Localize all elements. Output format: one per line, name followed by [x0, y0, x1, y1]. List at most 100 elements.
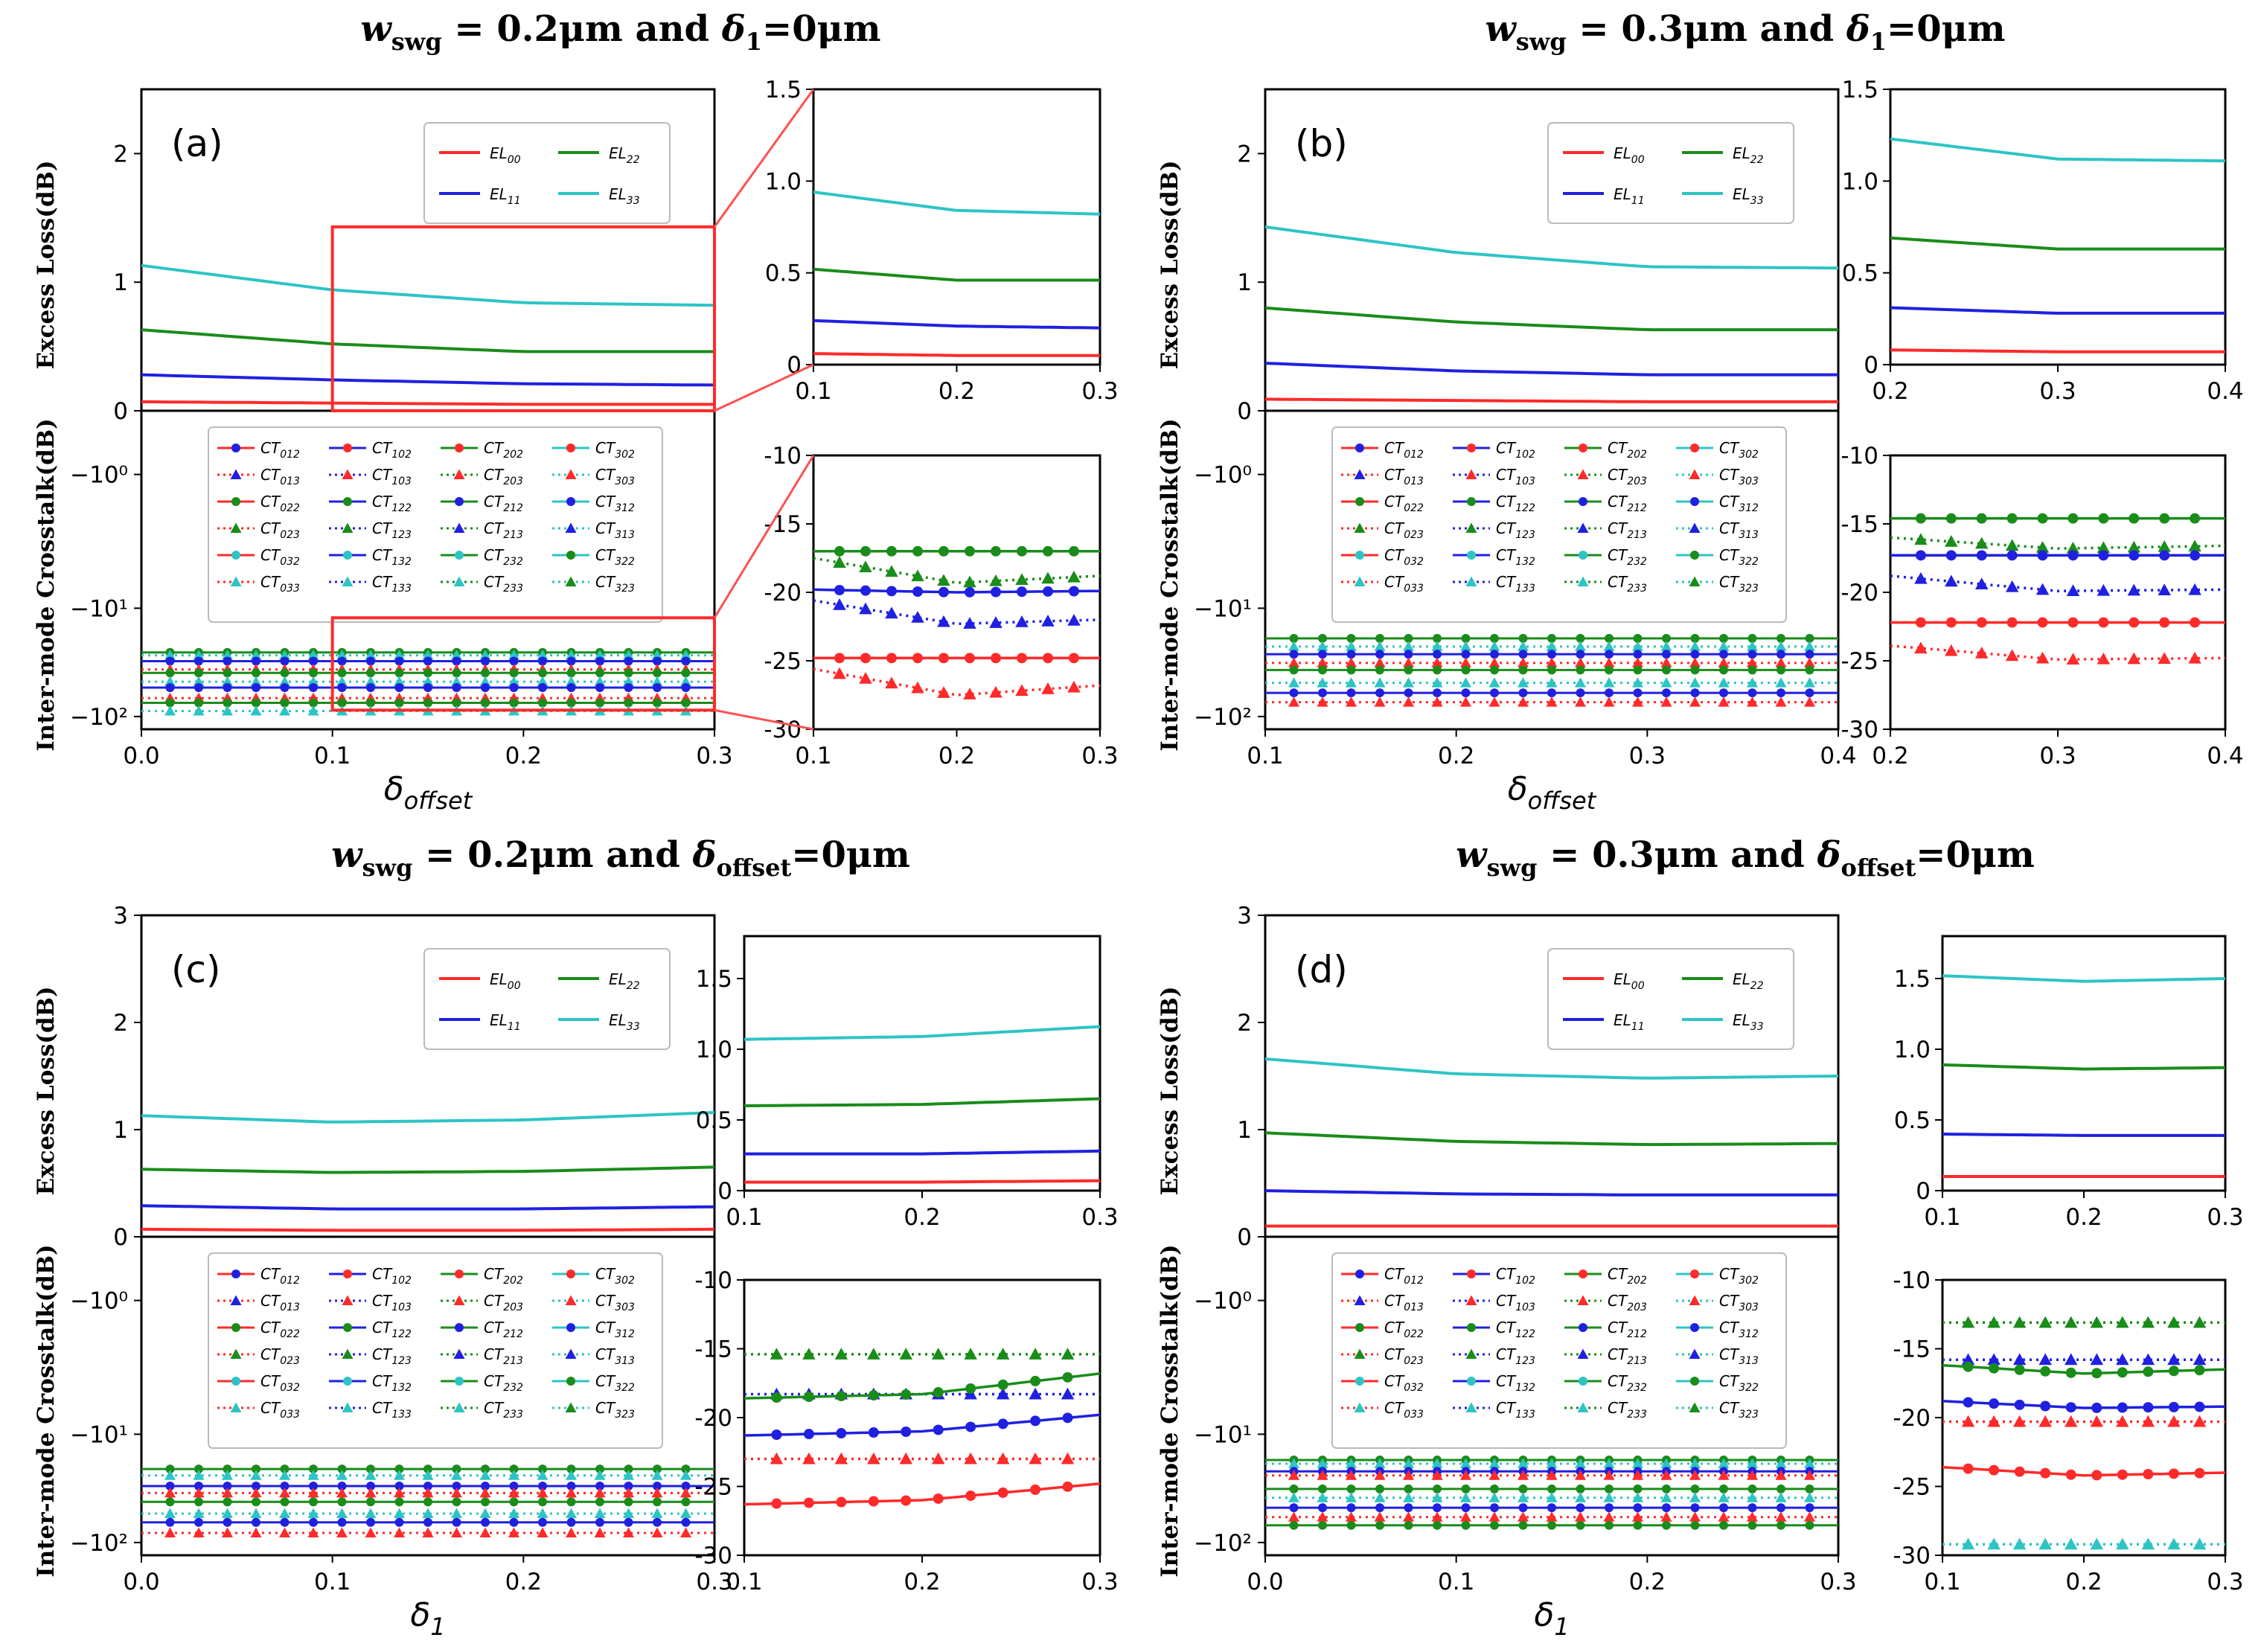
ct-main-marker [309, 1481, 318, 1491]
ct-main-marker [1431, 677, 1443, 688]
zoom-ct-marker-CT033 [2012, 1537, 2027, 1550]
ct-legend-label: CT232 [1608, 1372, 1647, 1394]
ct-main-marker [1374, 657, 1386, 667]
ct-ylabel: Inter-mode Crosstalk(dB) [33, 418, 60, 751]
ct-main-marker [1518, 641, 1529, 651]
panel-d: wswg = 0.3μm and δoffset=0μm 0 1 2 3 −10⁰ −10¹… [1157, 834, 2244, 1641]
zoom-ct-ytick-label: -10 [1841, 443, 1878, 470]
zoom-connector [713, 455, 815, 618]
zoom-ct-marker-CT102 [1976, 617, 1987, 628]
ct-main-marker [250, 1470, 262, 1480]
ct-main-marker [1805, 633, 1814, 643]
ct-main-marker [479, 650, 491, 660]
ct-main-marker [1488, 697, 1500, 707]
ct-main-marker [422, 676, 434, 687]
zoom-ct-marker-CT213 [2188, 583, 2201, 595]
ct-legend-marker [231, 1323, 240, 1332]
zoom-ct-marker-CT323 [1041, 572, 1055, 584]
main-xtick-label: 0.1 [314, 743, 351, 769]
ct-main-marker [165, 682, 175, 692]
zoom-ct-marker-CT213 [885, 606, 898, 619]
ct-main-marker [1490, 1484, 1499, 1493]
zoom-el-ytick-label: 1.0 [1842, 168, 1878, 195]
ct-legend-marker [566, 1377, 575, 1386]
ct-main-marker [366, 656, 375, 666]
ct-legend-marker [1355, 1270, 1364, 1278]
ct-main-marker [1374, 697, 1386, 707]
ct-main-marker [1518, 633, 1528, 643]
ct-main-marker [1662, 650, 1671, 659]
ct-main-marker [1775, 1458, 1787, 1469]
ct-main-marker [1433, 688, 1442, 698]
ct-main-marker [223, 1464, 232, 1474]
ct-ytick-label: −10² [1194, 1530, 1252, 1557]
ct-main-marker [1775, 1470, 1787, 1480]
ct-legend-marker [230, 1295, 242, 1305]
ct-main-marker [681, 1517, 691, 1527]
ct-legend-label: CT023 [1384, 1345, 1424, 1367]
el-curve-EL00 [141, 400, 714, 406]
ct-main-marker [538, 698, 547, 708]
ct-legend-label: CT322 [595, 1372, 635, 1394]
main-xlabel: δ1 [1534, 1596, 1569, 1641]
ct-main-marker [566, 1481, 576, 1491]
ct-main-marker [307, 650, 319, 660]
ct-legend-label: CT123 [372, 519, 412, 541]
zoom-ct-marker-CT212 [1043, 586, 1053, 597]
ct-main-marker [1805, 1503, 1814, 1513]
zoom-ct-marker-CT102 [2129, 617, 2140, 628]
zoom-ct-xtick-label: 0.2 [1872, 743, 1908, 769]
ct-legend-label: CT033 [1384, 1399, 1424, 1421]
ct-main-marker [1403, 677, 1414, 688]
zoom-ct-marker-CT322 [1069, 545, 1079, 557]
ct-legend-marker [565, 522, 577, 533]
zoom-ct-marker-CT322 [965, 1383, 976, 1394]
ct-legend-label: CT123 [372, 1345, 412, 1367]
ct-main-marker [366, 668, 375, 678]
ct-main-marker [1660, 1492, 1672, 1502]
ct-main-marker [1404, 633, 1413, 643]
ct-main-marker [1546, 1511, 1558, 1522]
zoom-ct-xtick-label: 0.4 [2207, 743, 2243, 769]
ct-main-marker [1288, 1511, 1299, 1522]
ct-main-marker [1546, 657, 1558, 667]
ct-main-marker [165, 1464, 175, 1474]
zoom-el-ytick-label: 1.5 [765, 77, 802, 103]
ct-legend-marker [1465, 469, 1477, 479]
ct-main-marker [366, 1497, 375, 1507]
ct-legend-label: CT122 [372, 1319, 412, 1340]
ct-legend-label: CT103 [1496, 466, 1535, 487]
zoom-ct-curve-CT323 [813, 557, 1101, 584]
ct-main-marker [451, 1508, 462, 1518]
zoom-ct-marker-CT322 [1963, 1361, 1974, 1372]
ct-main-marker [1289, 650, 1299, 659]
ct-legend-marker [1354, 1348, 1366, 1359]
ct-main-marker [537, 1508, 549, 1518]
ct-legend-marker [231, 551, 240, 560]
el-curve-EL22 [1264, 306, 1838, 332]
ct-main-marker [1605, 650, 1614, 659]
ct-legend-marker [1355, 551, 1364, 560]
ct-main-marker [1547, 1520, 1556, 1530]
zoom-ct-marker-CT102 [901, 1495, 912, 1506]
ct-main-marker [451, 1527, 462, 1537]
ct-main-marker [1518, 1484, 1528, 1493]
ct-legend-marker [1467, 551, 1476, 560]
main-xtick-label: 0.3 [696, 743, 732, 769]
ct-main-marker [624, 698, 633, 708]
zoom-ct-marker-CT213 [2066, 584, 2080, 596]
ct-main-marker [595, 1517, 604, 1527]
zoom-ct-marker-CT322 [997, 1379, 1008, 1390]
zoom-ct-marker-CT102 [1062, 1481, 1073, 1492]
zoom-ct-marker-CT212 [836, 1428, 847, 1439]
ct-main-marker [194, 698, 203, 708]
ct-legend-label: CT132 [1496, 1372, 1535, 1394]
zoom-ct-marker-CT102 [938, 653, 949, 664]
zoom-el-xtick-label: 0.2 [1872, 378, 1908, 405]
zoom-ct-xtick-label: 0.3 [2039, 743, 2076, 769]
ct-main-marker [538, 682, 547, 692]
ct-main-marker [566, 1497, 576, 1507]
zoom-ct-marker-CT313 [996, 1387, 1010, 1400]
zoom-ct-marker-CT323 [1945, 535, 1958, 547]
zoom-ct-marker-CT103 [2090, 1415, 2104, 1427]
